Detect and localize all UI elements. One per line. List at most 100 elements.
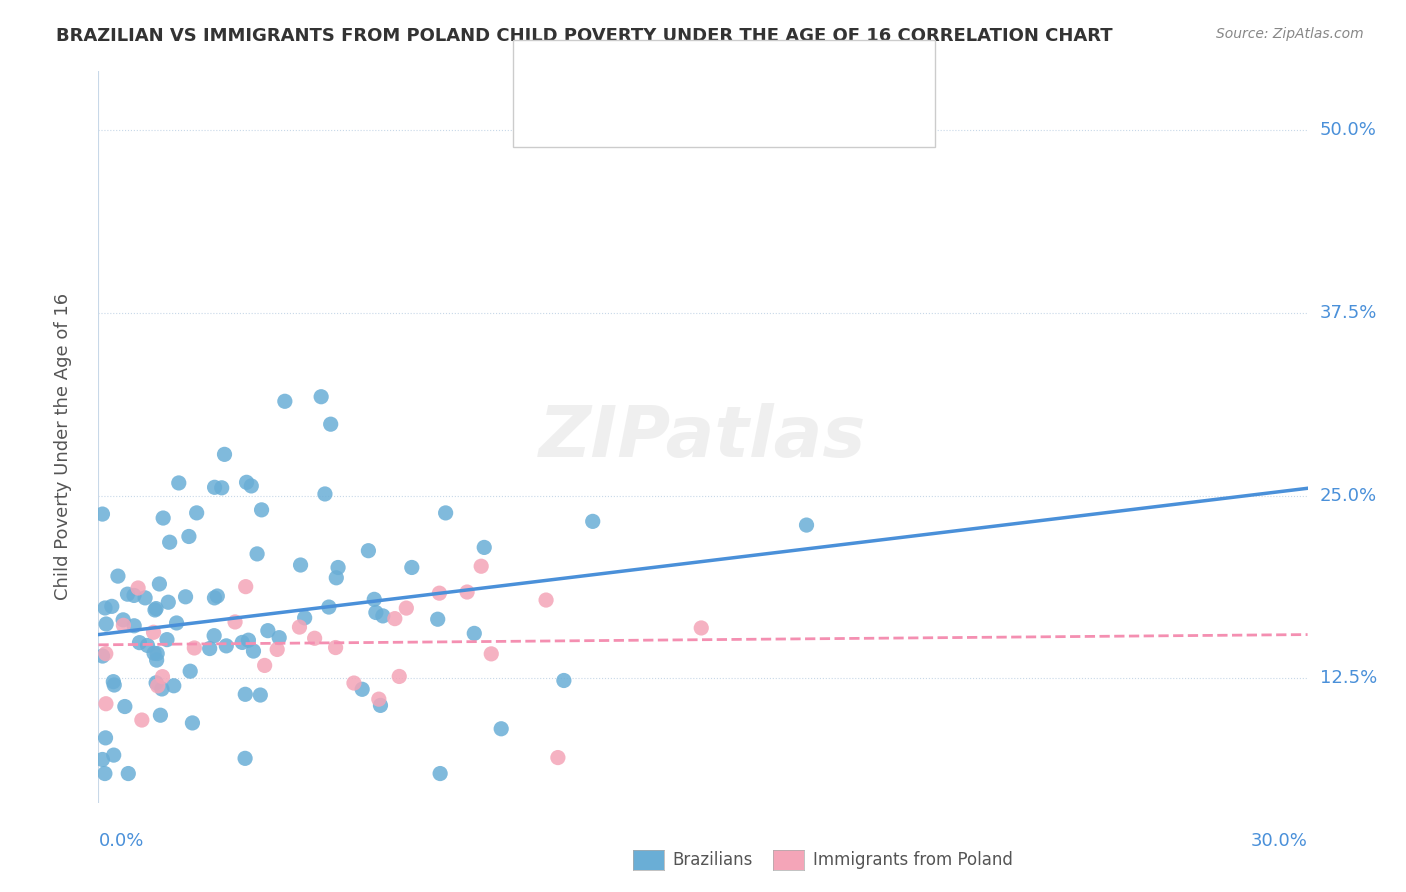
Point xyxy=(235,475,257,490)
Point xyxy=(318,600,340,615)
Point xyxy=(214,447,236,461)
Point xyxy=(134,591,156,605)
Point xyxy=(371,608,394,623)
Point xyxy=(249,688,271,702)
Point xyxy=(94,601,117,615)
Text: Child Poverty Under the Age of 16: Child Poverty Under the Age of 16 xyxy=(55,293,72,599)
Text: R =: R = xyxy=(576,103,616,120)
Point xyxy=(325,571,347,585)
Point xyxy=(179,664,201,678)
Point xyxy=(357,543,380,558)
Point xyxy=(103,748,125,763)
Point xyxy=(148,577,170,591)
Point xyxy=(142,625,165,640)
Point xyxy=(94,731,117,745)
Point xyxy=(547,750,569,764)
Point xyxy=(159,535,181,549)
Point xyxy=(246,547,269,561)
Point xyxy=(136,639,159,653)
Point xyxy=(235,580,257,594)
Point xyxy=(240,479,263,493)
Point xyxy=(288,620,311,634)
Point xyxy=(294,611,316,625)
Point xyxy=(156,632,179,647)
Point xyxy=(470,559,492,574)
Point xyxy=(163,679,186,693)
Point xyxy=(146,647,169,661)
Point xyxy=(174,590,197,604)
Point xyxy=(181,715,204,730)
Point xyxy=(143,603,166,617)
Text: Immigrants from Poland: Immigrants from Poland xyxy=(813,851,1012,869)
Point xyxy=(266,642,288,657)
Point xyxy=(309,390,332,404)
Point xyxy=(96,617,118,632)
Point xyxy=(269,631,291,645)
Point xyxy=(117,766,139,780)
Point xyxy=(91,507,114,521)
Text: 25.0%: 25.0% xyxy=(1320,487,1376,505)
Point xyxy=(94,697,117,711)
Point xyxy=(314,487,336,501)
Point xyxy=(103,678,125,692)
Point xyxy=(91,752,114,766)
Point xyxy=(343,676,366,690)
Point xyxy=(553,673,575,688)
Point xyxy=(367,692,389,706)
Point xyxy=(131,713,153,727)
Point xyxy=(352,682,374,697)
Point xyxy=(429,766,451,780)
Point xyxy=(186,506,208,520)
Text: 37.5%: 37.5% xyxy=(1320,304,1376,322)
Point xyxy=(238,633,260,648)
Point xyxy=(582,515,605,529)
Point xyxy=(395,601,418,615)
Point xyxy=(257,624,280,638)
Point xyxy=(319,417,342,432)
Point xyxy=(472,541,495,555)
Point xyxy=(114,699,136,714)
Point xyxy=(364,606,387,620)
Text: 28: 28 xyxy=(724,103,749,120)
Point xyxy=(231,635,253,649)
Point xyxy=(384,612,406,626)
Text: Brazilians: Brazilians xyxy=(672,851,752,869)
Point xyxy=(177,529,200,543)
Point xyxy=(233,687,256,701)
Text: 87: 87 xyxy=(724,73,749,91)
Point xyxy=(127,581,149,595)
Text: 0.189: 0.189 xyxy=(626,73,683,91)
Point xyxy=(146,679,169,693)
Text: N =: N = xyxy=(682,103,721,120)
Point xyxy=(224,615,246,629)
Text: N =: N = xyxy=(682,73,721,91)
Point xyxy=(456,585,478,599)
Point xyxy=(202,629,225,643)
Point xyxy=(463,626,485,640)
Point xyxy=(690,621,713,635)
Point xyxy=(167,475,190,490)
Point xyxy=(204,591,226,605)
Point xyxy=(242,644,264,658)
Point xyxy=(233,751,256,765)
Point xyxy=(145,601,167,615)
Text: 12.5%: 12.5% xyxy=(1320,670,1376,688)
Point xyxy=(91,648,114,663)
Point xyxy=(426,612,449,626)
Point xyxy=(534,593,557,607)
Point xyxy=(274,394,297,409)
Point xyxy=(183,640,205,655)
Point xyxy=(304,632,326,646)
Point xyxy=(143,646,166,660)
Point xyxy=(253,658,276,673)
Point xyxy=(122,589,145,603)
Point xyxy=(157,595,180,609)
Point xyxy=(150,681,173,696)
Point xyxy=(207,589,229,603)
Point xyxy=(101,599,124,614)
Point xyxy=(166,615,188,630)
Point xyxy=(434,506,457,520)
Point xyxy=(152,670,174,684)
Point xyxy=(363,592,385,607)
Point xyxy=(198,641,221,656)
